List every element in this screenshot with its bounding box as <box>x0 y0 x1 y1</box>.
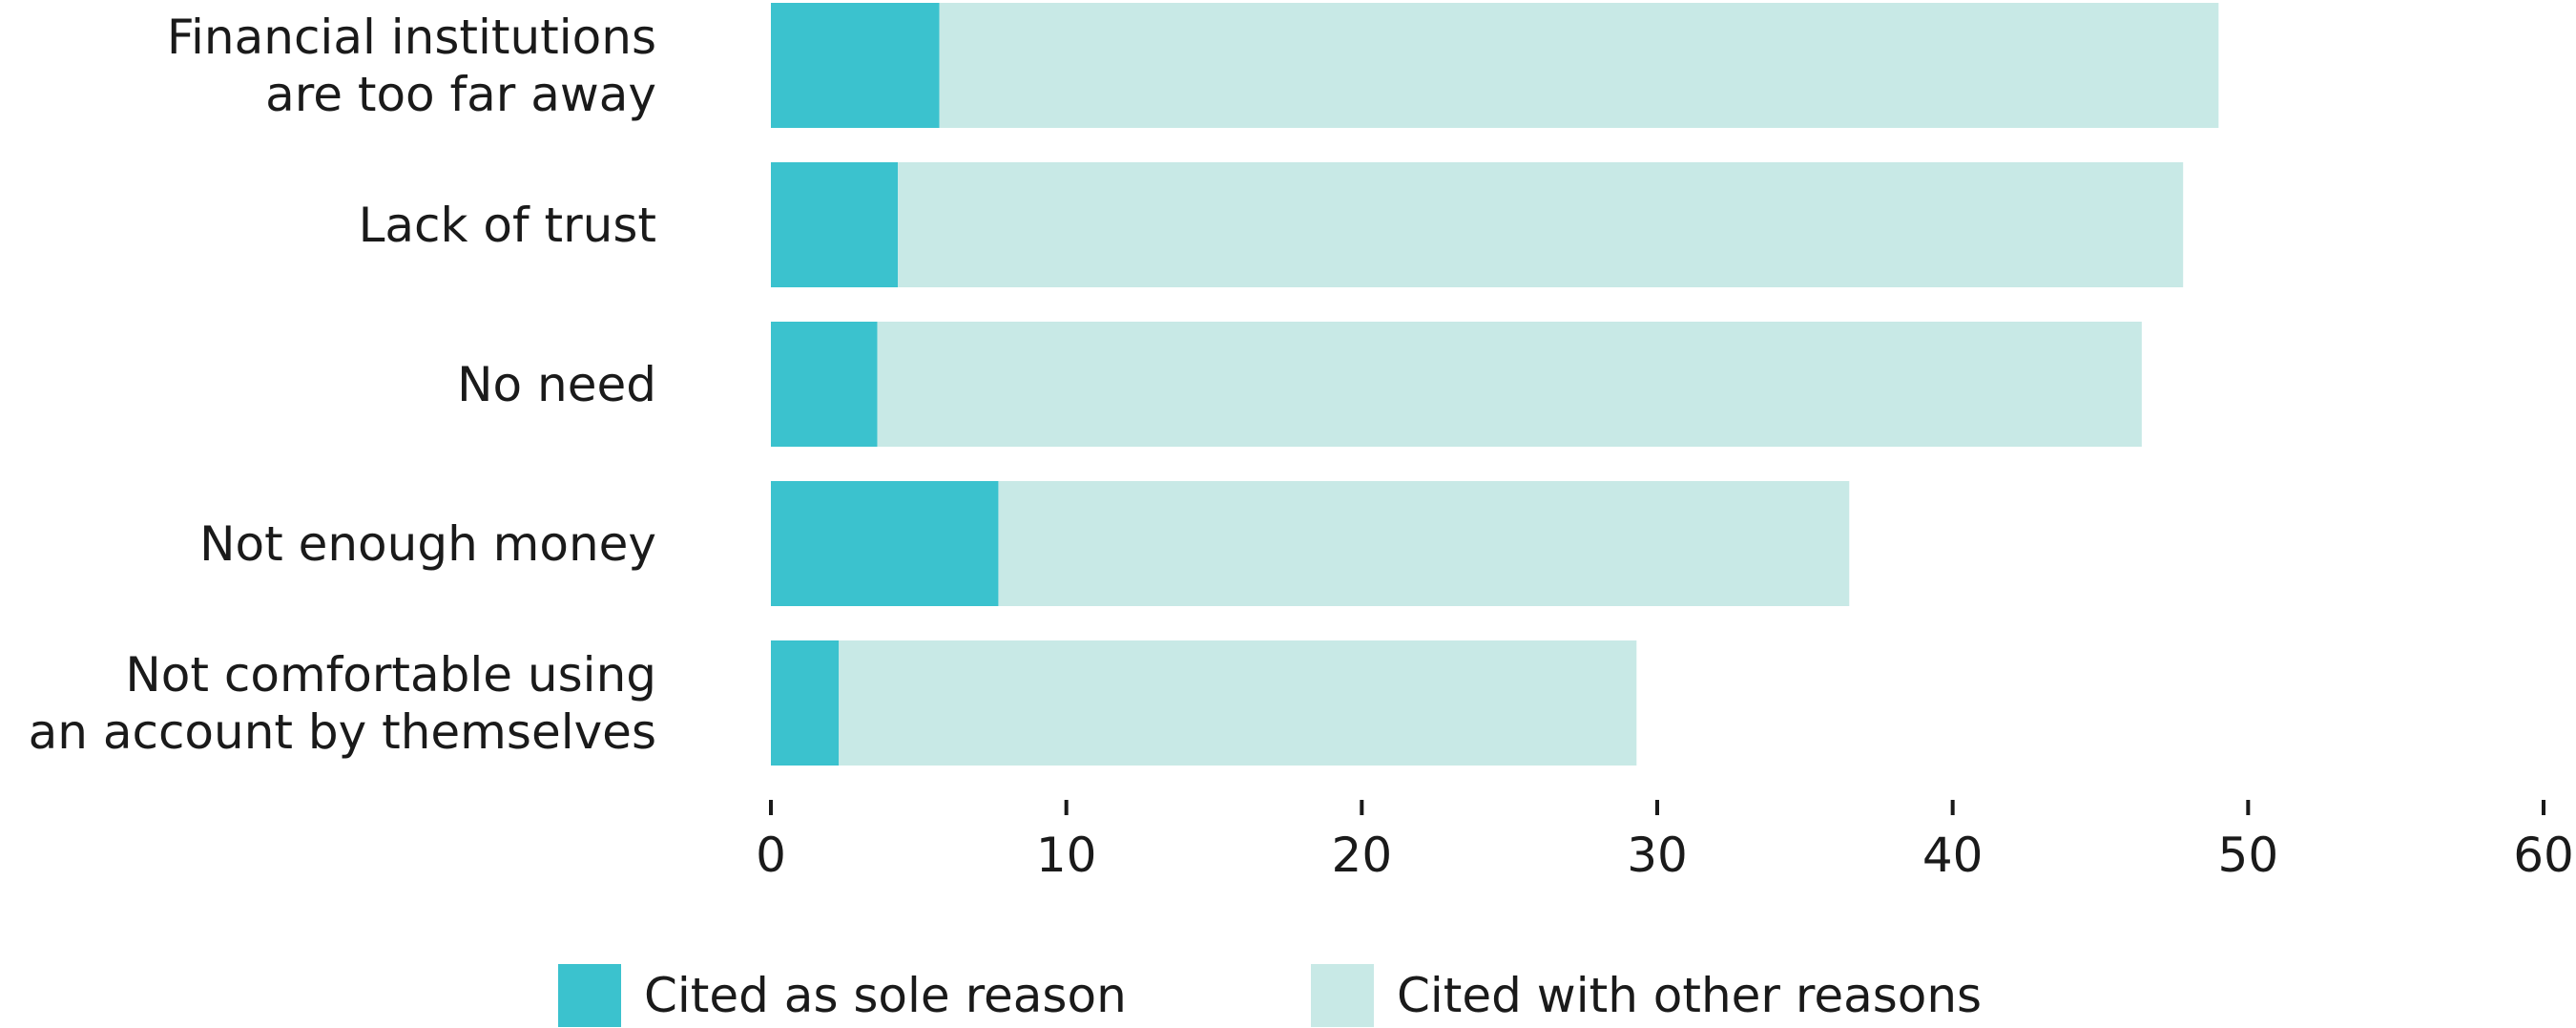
category-label: Financial institutions are too far away <box>166 9 656 122</box>
x-tick-label: 50 <box>2218 828 2279 883</box>
bar-segment <box>771 640 840 766</box>
x-tick-label: 40 <box>1922 828 1984 883</box>
bar-segment <box>771 162 899 287</box>
bar-segment <box>939 3 2219 128</box>
x-tick-label: 30 <box>1627 828 1688 883</box>
bar-segment <box>839 640 1637 766</box>
category-label: Not comfortable using an account by them… <box>28 646 656 760</box>
legend-swatch <box>558 964 621 1027</box>
bar-segment <box>877 322 2142 447</box>
bar-segment <box>898 162 2184 287</box>
category-label: No need <box>457 356 656 412</box>
x-tick-label: 20 <box>1332 828 1393 883</box>
category-label: Not enough money <box>199 515 656 572</box>
bar-segment <box>998 481 1850 606</box>
x-tick-label: 60 <box>2513 828 2574 883</box>
legend-swatch <box>1311 964 1374 1027</box>
bar-segment <box>771 3 940 128</box>
bar-segment <box>771 481 999 606</box>
bar-segment <box>771 322 878 447</box>
legend-label: Cited with other reasons <box>1397 968 1982 1023</box>
x-tick-label: 0 <box>756 828 786 883</box>
x-tick-label: 10 <box>1036 828 1097 883</box>
legend-label: Cited as sole reason <box>644 968 1127 1023</box>
category-label: Lack of trust <box>358 197 656 253</box>
